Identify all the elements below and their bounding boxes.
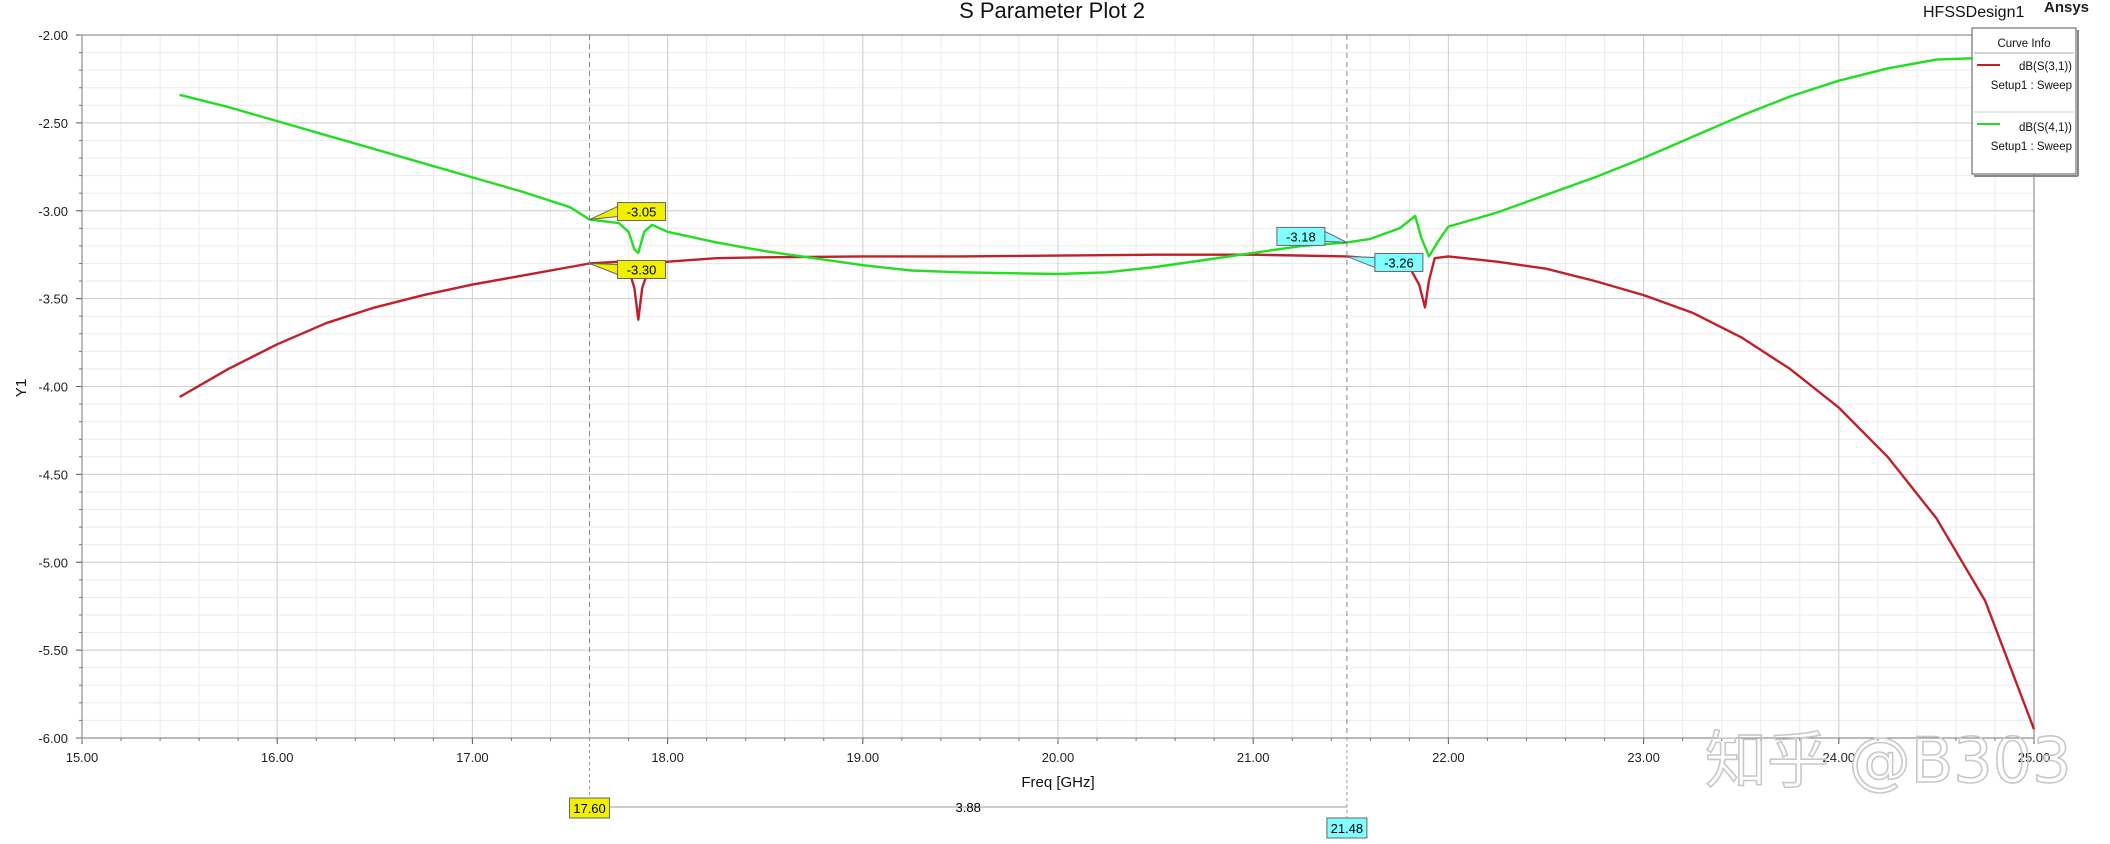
brand-logo: Ansys bbox=[2044, 0, 2089, 16]
y-axis-title: Y1 bbox=[13, 379, 30, 397]
y-tick-label: -5.00 bbox=[38, 555, 68, 570]
x-tick-label: 20.00 bbox=[1042, 750, 1075, 765]
project-name: HFSSDesign1 bbox=[1923, 4, 2024, 21]
x-marker-box-0 bbox=[569, 797, 611, 819]
x-marker-label-1: 21.48 bbox=[1331, 821, 1364, 836]
x-marker-box-1 bbox=[1326, 817, 1368, 839]
x-tick-label: 16.00 bbox=[261, 750, 294, 765]
x-tick-label: 23.00 bbox=[1627, 750, 1660, 765]
y-tick-label: -4.00 bbox=[38, 380, 68, 395]
marker-pointer-0 bbox=[589, 205, 619, 221]
marker-box-0 bbox=[617, 202, 667, 222]
legend-entry-s31-setup: Setup1 : Sweep bbox=[1991, 80, 2072, 92]
legend-entry-s41-setup: Setup1 : Sweep bbox=[1991, 141, 2072, 153]
delta-label: 3.88 bbox=[956, 800, 981, 815]
x-tick-label: 19.00 bbox=[847, 750, 880, 765]
watermark: 知乎 @B303 bbox=[1705, 724, 2072, 797]
legend-title: Curve Info bbox=[1997, 38, 2050, 50]
x-tick-label: 22.00 bbox=[1432, 750, 1465, 765]
marker-box-1 bbox=[617, 259, 667, 279]
marker-pointer-3 bbox=[1346, 255, 1376, 269]
marker-label-0: -3.05 bbox=[627, 205, 657, 220]
series-line-dbs31 bbox=[179, 253, 2036, 730]
marker-label-2: -3.18 bbox=[1286, 229, 1316, 244]
y-tick-label: -2.50 bbox=[38, 116, 68, 131]
legend-entry-s31-name: dB(S(3,1)) bbox=[2019, 61, 2072, 73]
marker-pointer-2 bbox=[1324, 230, 1348, 243]
legend-entry-s41-name: dB(S(4,1)) bbox=[2019, 122, 2072, 134]
axis-ticks: 15.00 16.00 17.00 18.00 19.00 20.00 21.00 22.00… bbox=[38, 28, 2050, 765]
y-tick-label: -4.50 bbox=[38, 467, 68, 482]
x-tick-label: 21.00 bbox=[1237, 750, 1270, 765]
y-tick-label: -2.00 bbox=[38, 28, 68, 43]
y-tick-label: -6.00 bbox=[38, 731, 68, 746]
marker-layer: 3.88 17.60 21.48 -3.05 -3.30 -3.18 -3.26 bbox=[569, 35, 1424, 839]
chart-title: S Parameter Plot 2 bbox=[959, 0, 1145, 23]
x-tick-label: 18.00 bbox=[651, 750, 684, 765]
x-tick-label: 25.00 bbox=[2018, 750, 2051, 765]
legend[interactable]: Curve Info dB(S(3,1)) Setup1 : Sweep dB(… bbox=[1971, 27, 2079, 177]
marker-pointer-1 bbox=[589, 262, 619, 276]
y-tick-label: -3.00 bbox=[38, 204, 68, 219]
series-layer bbox=[179, 54, 2036, 730]
marker-box-2 bbox=[1276, 226, 1326, 246]
x-axis-title: Freq [GHz] bbox=[1021, 774, 1094, 791]
grid bbox=[81, 34, 2035, 739]
y-tick-label: -3.50 bbox=[38, 292, 68, 307]
x-tick-label: 15.00 bbox=[66, 750, 99, 765]
x-marker-label-0: 17.60 bbox=[573, 801, 606, 816]
legend-box bbox=[1971, 27, 2077, 175]
marker-label-1: -3.30 bbox=[627, 262, 657, 277]
series-line-dbs41 bbox=[179, 54, 2035, 276]
x-tick-label: 24.00 bbox=[1823, 750, 1856, 765]
y-tick-label: -5.50 bbox=[38, 643, 68, 658]
marker-label-3: -3.26 bbox=[1384, 255, 1414, 270]
x-tick-label: 17.00 bbox=[456, 750, 489, 765]
marker-box-3 bbox=[1374, 252, 1424, 272]
